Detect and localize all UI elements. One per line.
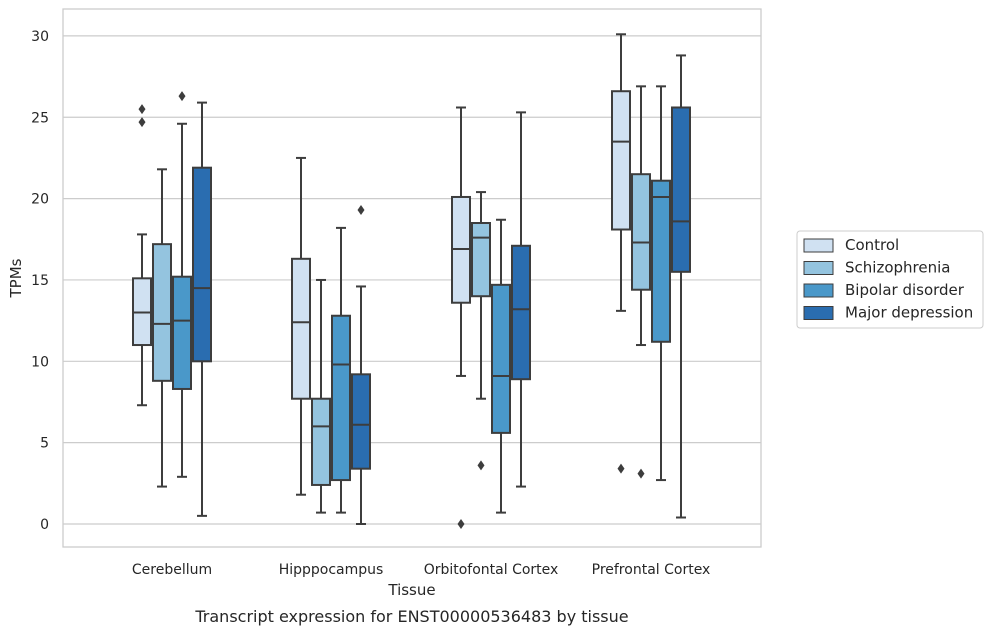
- iqr-box: [631, 173, 651, 291]
- outlier-point: [357, 204, 365, 215]
- y-tick-label: 20: [31, 192, 49, 208]
- box-whisker: [132, 104, 152, 407]
- outlier-point: [138, 104, 146, 115]
- y-tick-label: 0: [40, 517, 49, 533]
- series-control: [132, 33, 631, 529]
- iqr-box: [611, 90, 631, 231]
- iqr-box: [511, 244, 531, 381]
- box-whisker: [611, 33, 631, 474]
- box-whisker: [291, 156, 311, 496]
- box-whisker: [491, 218, 511, 514]
- legend-swatch: [803, 283, 834, 298]
- x-tick-label: Cerebellum: [132, 562, 212, 578]
- outlier-point: [138, 117, 146, 128]
- legend-frame: [796, 230, 984, 329]
- outlier-point: [178, 91, 186, 102]
- legend-item: Schizophrenia: [803, 259, 950, 277]
- box-whisker: [331, 226, 351, 514]
- x-axis-title: Tissue: [387, 581, 435, 599]
- box-whisker: [172, 91, 192, 478]
- iqr-box: [471, 222, 491, 298]
- legend-item: Control: [803, 236, 899, 254]
- box-whisker: [471, 191, 491, 471]
- y-tick-label: 15: [31, 273, 49, 289]
- legend-label: Major depression: [845, 304, 973, 322]
- iqr-box: [152, 243, 172, 382]
- iqr-box: [192, 166, 212, 363]
- outlier-point: [457, 519, 465, 529]
- y-tick-label: 30: [31, 29, 49, 45]
- y-tick-label: 25: [31, 110, 49, 126]
- legend-label: Schizophrenia: [845, 259, 950, 277]
- legend-item: Major depression: [803, 304, 973, 322]
- box-whisker: [671, 54, 691, 519]
- plot-area-frame: [62, 8, 762, 548]
- legend-label: Control: [845, 236, 899, 254]
- box-whisker: [152, 168, 172, 488]
- boxes: [132, 33, 691, 529]
- x-tick-label: Orbitofontal Cortex: [424, 562, 559, 578]
- y-tick-label: 5: [40, 436, 49, 452]
- box-whisker: [351, 204, 371, 525]
- legend-swatch: [803, 238, 834, 253]
- legend: Control Schizophrenia Bipolar disorder Majo…: [796, 230, 984, 329]
- series-schizophrenia: [152, 85, 651, 514]
- legend-items: Control Schizophrenia Bipolar disorder Majo…: [803, 236, 973, 322]
- legend-item: Bipolar disorder: [803, 281, 965, 299]
- y-tick-label: 10: [31, 354, 49, 370]
- legend-label: Bipolar disorder: [845, 281, 965, 299]
- iqr-box: [331, 314, 351, 482]
- iqr-box: [491, 283, 511, 434]
- box-whisker: [511, 111, 531, 488]
- y-axis-ticks: 0 5 10 15 20 25 30: [31, 29, 49, 533]
- iqr-box: [651, 179, 671, 343]
- outlier-point: [637, 468, 645, 479]
- x-tick-label: Hipppocampus: [279, 562, 384, 578]
- iqr-box: [671, 106, 691, 273]
- iqr-box: [291, 257, 311, 400]
- box-whisker: [631, 85, 651, 479]
- box-whisker: [192, 101, 212, 517]
- iqr-box: [172, 275, 192, 390]
- series-bipolar-disorder: [172, 85, 671, 514]
- series-major-depression: [192, 54, 691, 525]
- outlier-point: [617, 463, 625, 474]
- legend-swatch: [803, 261, 834, 275]
- x-tick-label: Prefrontal Cortex: [592, 562, 711, 578]
- box-whisker: [651, 85, 671, 482]
- x-axis-ticks: Cerebellum Hipppocampus Orbitofontal Corte…: [132, 562, 710, 578]
- box-whisker: [451, 106, 471, 529]
- chart-caption: Transcript expression for ENST0000053648…: [194, 607, 628, 626]
- iqr-box: [311, 397, 331, 486]
- y-axis-title: TPMs: [7, 258, 25, 298]
- iqr-box: [351, 373, 371, 470]
- outlier-point: [477, 460, 485, 471]
- legend-swatch: [803, 306, 834, 320]
- box-whisker: [311, 278, 331, 514]
